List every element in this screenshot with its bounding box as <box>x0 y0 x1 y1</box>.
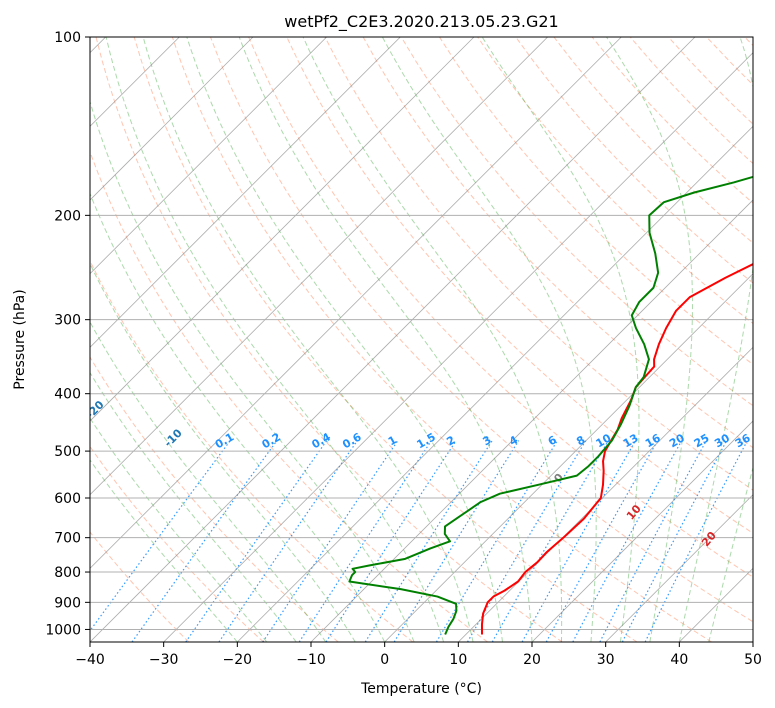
moist-adiabat-line <box>186 37 504 642</box>
isotherm-line <box>605 494 753 642</box>
moist-adiabat-line <box>90 459 238 642</box>
y-tick-label: 600 <box>54 491 81 507</box>
dry-adiabat-line <box>324 37 753 491</box>
mixing-ratio-line <box>466 440 587 642</box>
y-tick-label: 700 <box>54 531 81 547</box>
y-axis-ticks: 100 200 300 400 500 600 700 800 900 1000 <box>45 30 90 638</box>
y-tick-label: 800 <box>54 565 81 581</box>
isotherm-line <box>90 37 327 275</box>
mixing-ratio-line <box>545 440 659 642</box>
dry-adiabat-line <box>90 445 264 642</box>
dewpoint-profile-line <box>348 175 753 635</box>
y-tick-label: 900 <box>54 595 81 611</box>
moist-adiabat-line <box>105 37 445 642</box>
mixing-ratio-line <box>131 440 278 642</box>
mixing-ratio-line <box>572 440 683 642</box>
isotherm-line <box>384 273 753 642</box>
dry-adiabat-line <box>95 37 563 642</box>
isotherm-line <box>531 420 753 642</box>
moist-adiabat-line <box>708 465 753 642</box>
x-tick-label: −30 <box>149 652 179 668</box>
moist-adiabat-line <box>142 37 474 642</box>
x-tick-label: −10 <box>296 652 326 668</box>
moist-adiabat-line <box>606 37 693 642</box>
moist-adiabat-line <box>90 262 356 642</box>
moist-adiabat-line <box>90 320 327 642</box>
moist-adiabat-line <box>90 192 386 642</box>
mixing-ratio-line <box>521 440 637 642</box>
dry-adiabat-line <box>171 37 712 642</box>
isotherm-line <box>90 37 401 348</box>
dry-adiabat-line <box>90 150 488 642</box>
mixing-ratio-line <box>644 440 748 642</box>
x-tick-label: 30 <box>597 652 615 668</box>
dry-adiabat-line <box>133 37 638 642</box>
isotherm-line <box>90 37 622 569</box>
y-tick-label: 1000 <box>45 622 81 638</box>
dry-adiabat-line <box>248 37 753 578</box>
mixing-ratio-line <box>218 440 358 642</box>
y-tick-label: 300 <box>54 313 81 329</box>
mixing-ratio-line <box>262 440 399 642</box>
y-tick-label: 200 <box>54 208 81 224</box>
isotherm-line <box>163 52 753 642</box>
isotherm-line <box>90 37 696 642</box>
x-axis-label: Temperature (°C) <box>360 681 482 697</box>
dry-adiabat-line <box>210 37 753 623</box>
dry-adiabat-line <box>90 356 339 642</box>
mixing-ratio-line <box>185 440 328 642</box>
y-tick-label: 100 <box>54 30 81 46</box>
x-axis-ticks: −40 −30 −20 −10 0 10 20 30 40 50 <box>75 642 762 668</box>
background-lines <box>90 37 753 642</box>
x-tick-label: 0 <box>380 652 389 668</box>
y-tick-label: 400 <box>54 387 81 403</box>
isotherm-line <box>310 199 753 642</box>
moist-adiabat-line <box>302 37 563 642</box>
isotherm-line <box>237 125 753 642</box>
mixing-ratio-line <box>298 440 432 642</box>
x-tick-label: −40 <box>75 652 105 668</box>
dry-adiabat-line <box>439 37 753 366</box>
moist-adiabat-line <box>381 37 597 642</box>
profiles <box>348 175 753 635</box>
mixing-ratio-line <box>364 440 493 642</box>
dry-adiabat-line <box>515 37 753 284</box>
moist-adiabat-line <box>238 37 533 642</box>
mixing-ratio-line <box>90 440 231 632</box>
isotherm-line <box>90 37 548 496</box>
moist-adiabat-line <box>90 417 268 642</box>
dry-adiabat-line <box>90 531 190 642</box>
x-tick-label: 20 <box>523 652 541 668</box>
dry-adiabat-line <box>400 37 753 407</box>
isotherm-line <box>90 37 254 201</box>
x-tick-label: 40 <box>670 652 688 668</box>
moist-adiabat-line <box>678 37 753 642</box>
x-tick-label: −20 <box>223 652 253 668</box>
moist-adiabat-line <box>481 37 640 642</box>
y-tick-label: 500 <box>54 444 81 460</box>
x-tick-label: 50 <box>744 652 762 668</box>
x-tick-label: 10 <box>449 652 467 668</box>
plot-frame <box>89 36 754 643</box>
y-axis-label: Pressure (hPa) <box>12 289 28 389</box>
isotherm-line <box>90 37 475 422</box>
mixing-ratio-line <box>325 440 457 642</box>
chart-title: wetPf2_C2E3.2020.213.05.23.G21 <box>284 12 558 32</box>
